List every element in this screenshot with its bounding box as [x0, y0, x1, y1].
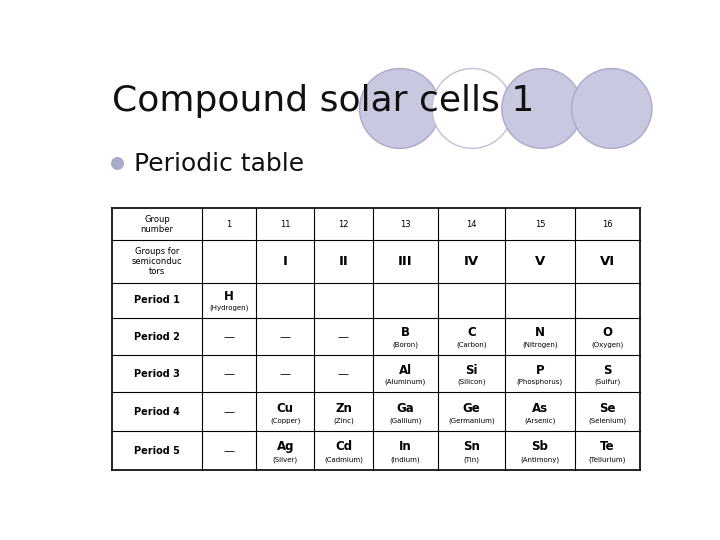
- Text: Al: Al: [399, 363, 412, 377]
- Text: —: —: [223, 446, 235, 456]
- Text: (Gallium): (Gallium): [389, 417, 421, 424]
- Text: N: N: [535, 327, 545, 340]
- Text: —: —: [338, 369, 349, 379]
- Text: (Carbon): (Carbon): [456, 342, 487, 348]
- Text: (Cadmium): (Cadmium): [324, 456, 363, 463]
- Text: Sn: Sn: [463, 441, 480, 454]
- Text: Periodic table: Periodic table: [133, 152, 304, 176]
- Text: Period 5: Period 5: [134, 446, 180, 456]
- Text: —: —: [338, 332, 349, 342]
- Ellipse shape: [502, 69, 582, 148]
- Text: Period 3: Period 3: [134, 369, 180, 379]
- Text: Period 4: Period 4: [134, 407, 180, 417]
- Text: P: P: [536, 363, 544, 377]
- Point: [112, 159, 123, 167]
- Text: S: S: [603, 363, 611, 377]
- Text: (Silver): (Silver): [273, 456, 298, 463]
- Text: (Phosphorus): (Phosphorus): [517, 379, 563, 386]
- Text: Period 2: Period 2: [134, 332, 180, 342]
- Text: 11: 11: [280, 220, 290, 229]
- Text: I: I: [283, 255, 288, 268]
- Text: Te: Te: [600, 441, 614, 454]
- Text: Sb: Sb: [531, 441, 549, 454]
- Text: (Sulfur): (Sulfur): [594, 379, 621, 386]
- Text: —: —: [223, 407, 235, 417]
- Text: (Hydrogen): (Hydrogen): [210, 304, 248, 310]
- Text: (Antimony): (Antimony): [521, 456, 559, 463]
- Text: (Arsenic): (Arsenic): [524, 417, 556, 424]
- Ellipse shape: [432, 69, 513, 148]
- Text: (Tellurium): (Tellurium): [588, 456, 626, 463]
- Text: (Tin): (Tin): [464, 456, 480, 463]
- Text: (Germanium): (Germanium): [448, 417, 495, 424]
- Text: Compound solar cells 1: Compound solar cells 1: [112, 84, 535, 118]
- Text: —: —: [223, 369, 235, 379]
- Text: H: H: [224, 289, 234, 302]
- Text: Ga: Ga: [396, 402, 414, 415]
- Text: (Oxygen): (Oxygen): [591, 342, 624, 348]
- Text: VI: VI: [600, 255, 615, 268]
- Ellipse shape: [359, 69, 440, 148]
- Text: Cd: Cd: [335, 441, 352, 454]
- Text: (Boron): (Boron): [392, 342, 418, 348]
- Ellipse shape: [572, 69, 652, 148]
- Text: Group
number: Group number: [140, 214, 174, 234]
- Text: 14: 14: [466, 220, 477, 229]
- Text: (Indium): (Indium): [390, 456, 420, 463]
- Text: Period 1: Period 1: [134, 295, 180, 305]
- Text: (Zinc): (Zinc): [333, 417, 354, 424]
- Text: 1: 1: [226, 220, 232, 229]
- Text: B: B: [400, 327, 410, 340]
- Text: As: As: [532, 402, 548, 415]
- Text: IV: IV: [464, 255, 479, 268]
- Text: (Selenium): (Selenium): [588, 417, 626, 424]
- Text: II: II: [338, 255, 348, 268]
- Text: 13: 13: [400, 220, 410, 229]
- Text: Cu: Cu: [276, 402, 294, 415]
- Text: C: C: [467, 327, 476, 340]
- Text: Si: Si: [465, 363, 477, 377]
- Text: —: —: [279, 332, 291, 342]
- Text: V: V: [535, 255, 545, 268]
- Text: 16: 16: [602, 220, 613, 229]
- Text: (Silicon): (Silicon): [457, 379, 485, 386]
- Text: —: —: [223, 332, 235, 342]
- Text: Ge: Ge: [462, 402, 480, 415]
- Text: III: III: [398, 255, 413, 268]
- Text: Se: Se: [599, 402, 616, 415]
- Text: (Nitrogen): (Nitrogen): [522, 342, 558, 348]
- Text: Zn: Zn: [335, 402, 352, 415]
- Text: 12: 12: [338, 220, 348, 229]
- Text: 15: 15: [535, 220, 545, 229]
- Text: Groups for
semiconduc
tors: Groups for semiconduc tors: [132, 247, 182, 276]
- Text: In: In: [399, 441, 412, 454]
- Text: Ag: Ag: [276, 441, 294, 454]
- Text: O: O: [602, 327, 612, 340]
- Text: (Copper): (Copper): [270, 417, 300, 424]
- Text: —: —: [279, 369, 291, 379]
- Text: (Aluminum): (Aluminum): [384, 379, 426, 386]
